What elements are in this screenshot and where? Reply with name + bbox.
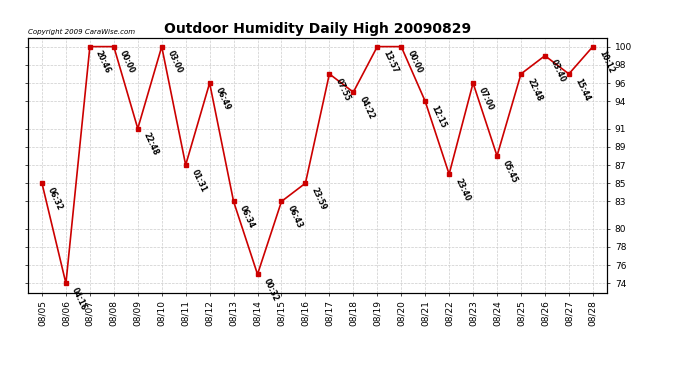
Text: 13:57: 13:57 — [382, 50, 400, 75]
Text: 07:00: 07:00 — [477, 86, 495, 112]
Text: 12:15: 12:15 — [429, 104, 448, 130]
Text: Copyright 2009 CaraWise.com: Copyright 2009 CaraWise.com — [28, 29, 135, 35]
Text: 20:46: 20:46 — [94, 50, 112, 75]
Text: 03:00: 03:00 — [166, 50, 184, 75]
Text: 23:59: 23:59 — [310, 186, 328, 211]
Text: 06:49: 06:49 — [214, 86, 232, 111]
Text: 04:16: 04:16 — [70, 286, 88, 312]
Text: 07:55: 07:55 — [333, 77, 352, 102]
Text: 10:12: 10:12 — [597, 50, 615, 75]
Title: Outdoor Humidity Daily High 20090829: Outdoor Humidity Daily High 20090829 — [164, 22, 471, 36]
Text: 00:00: 00:00 — [118, 50, 137, 75]
Text: 06:32: 06:32 — [46, 186, 64, 211]
Text: 05:45: 05:45 — [501, 159, 520, 184]
Text: 01:31: 01:31 — [190, 168, 208, 194]
Text: 00:32: 00:32 — [262, 277, 280, 303]
Text: 22:48: 22:48 — [525, 77, 544, 102]
Text: 23:40: 23:40 — [453, 177, 472, 203]
Text: 03:40: 03:40 — [549, 58, 567, 84]
Text: 04:22: 04:22 — [357, 95, 376, 121]
Text: 06:43: 06:43 — [286, 204, 304, 230]
Text: 00:00: 00:00 — [406, 50, 424, 75]
Text: 15:44: 15:44 — [573, 77, 591, 102]
Text: 06:34: 06:34 — [238, 204, 256, 230]
Text: 22:48: 22:48 — [142, 131, 160, 157]
